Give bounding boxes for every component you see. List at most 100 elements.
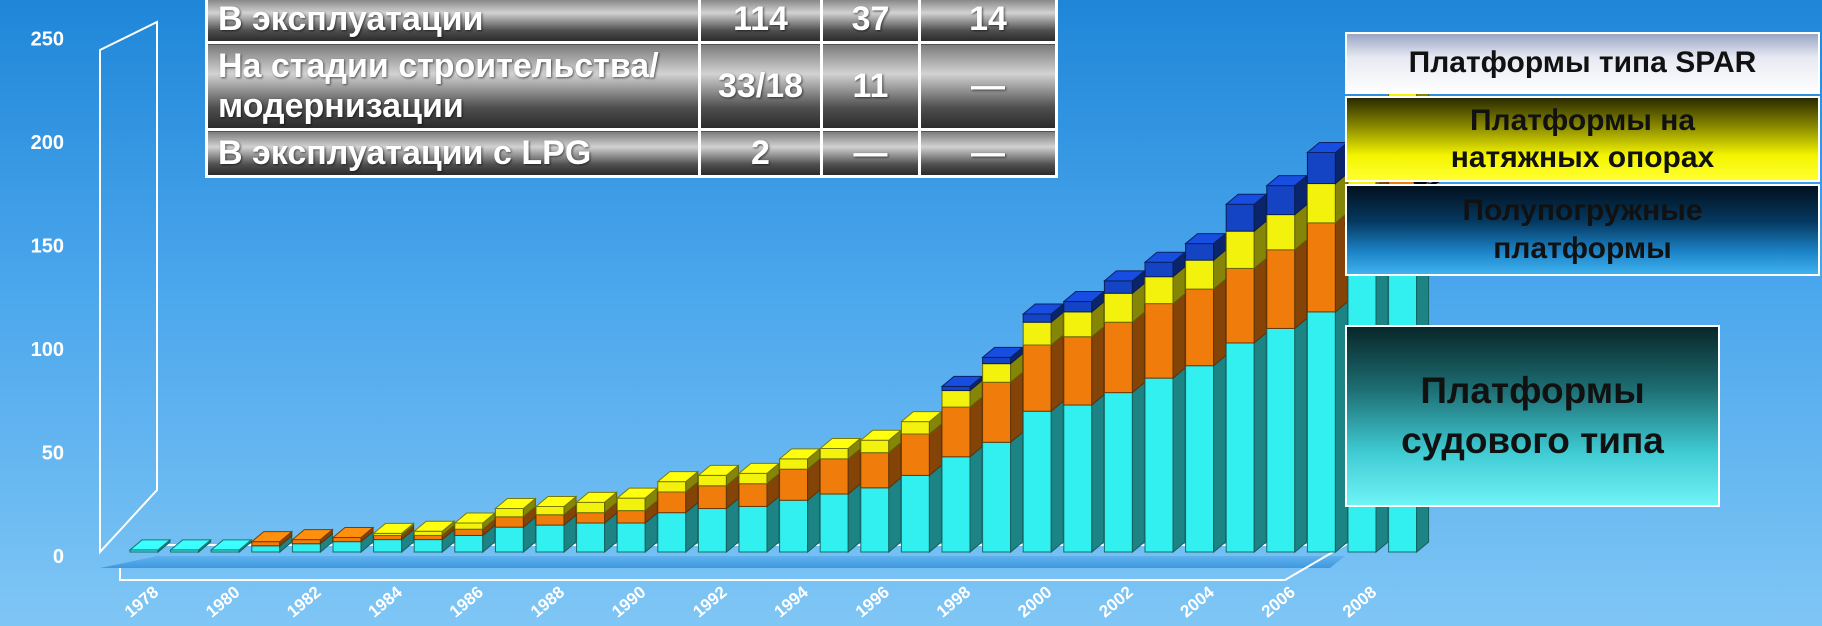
bar-side-0	[1213, 354, 1227, 554]
bar-segment-1	[1185, 288, 1215, 367]
bar-segment-0	[738, 505, 768, 553]
x-tick-label: 1984	[365, 582, 407, 621]
bar-stack-1993	[737, 462, 781, 554]
bar-stack-1983	[331, 526, 375, 554]
legend-label: Платформы на	[1469, 104, 1696, 137]
bar-stack-1986	[453, 511, 497, 554]
legend-item-tension-leg: Платформы на натяжных опорах	[1345, 96, 1820, 182]
y-tick-label: 200	[31, 132, 64, 154]
legend-label: платформы	[1493, 232, 1672, 265]
bar-top	[453, 512, 497, 524]
bar-stack-1987	[494, 497, 537, 554]
bar-segment-1	[779, 468, 809, 501]
bar-segment-2	[982, 363, 1012, 383]
bar-segment-0	[819, 493, 849, 553]
bar-segment-0	[982, 441, 1012, 553]
legend-label: Платформы	[1420, 370, 1645, 411]
bar-segment-1	[819, 458, 849, 495]
bar-segment-2	[535, 505, 565, 516]
bar-segment-2	[657, 481, 687, 493]
cell-value: 11	[820, 41, 921, 131]
cell-value: —	[820, 128, 921, 178]
bar-top	[1103, 270, 1146, 282]
bar-side-1	[1131, 311, 1145, 394]
bar-segment-1	[1103, 321, 1133, 394]
x-tick-label: 1980	[202, 582, 243, 621]
cell-value: 33/18	[698, 41, 823, 131]
bar-top	[900, 411, 943, 423]
bar-side-1	[1213, 278, 1227, 367]
bar-segment-0	[535, 524, 565, 553]
bar-segment-2	[779, 458, 809, 470]
bar-top	[940, 375, 984, 387]
bar-stack-2007	[1306, 141, 1349, 554]
bar-segment-3	[1144, 261, 1174, 278]
bar-segment-0	[1185, 365, 1215, 553]
bar-segment-2	[1306, 183, 1336, 224]
bar-segment-1	[454, 528, 484, 536]
bar-top	[656, 471, 700, 483]
x-tick-label: 1988	[527, 582, 568, 621]
bar-segment-1	[900, 433, 930, 476]
x-tick-label: 2002	[1095, 582, 1136, 621]
bar-segment-2	[1103, 292, 1133, 323]
bar-segment-1	[1306, 222, 1336, 313]
bar-stack-2002	[1103, 269, 1146, 554]
bar-segment-2	[454, 522, 484, 530]
bar-stack-1981	[250, 530, 294, 554]
bar-side-0	[1294, 317, 1308, 554]
bar-side-0	[969, 445, 983, 554]
table-row: На стадии строительства/ модернизации 33…	[205, 41, 1058, 131]
bar-segment-3	[982, 356, 1012, 365]
bar-side-1	[1050, 333, 1064, 413]
bar-top	[534, 495, 578, 507]
bar-side-0	[888, 476, 902, 554]
cell-value: 14	[918, 0, 1058, 44]
bar-stack-1994	[778, 447, 821, 554]
bar-segment-0	[941, 456, 971, 553]
bar-segment-0	[1266, 327, 1296, 553]
bar-top	[494, 498, 537, 510]
x-tick-label: 2000	[1014, 582, 1055, 621]
x-tick-label: 1994	[771, 582, 813, 621]
bar-segment-2	[941, 390, 971, 408]
bar-segment-1	[1266, 249, 1296, 329]
bar-segment-0	[657, 512, 687, 553]
bar-stack-2005	[1224, 193, 1268, 554]
bar-segment-2	[900, 421, 930, 435]
bar-segment-0	[1103, 392, 1133, 553]
chart-bars	[128, 39, 1430, 554]
bar-segment-1	[1022, 344, 1052, 412]
legend-label: судового типа	[1401, 420, 1664, 461]
bar-stack-2003	[1143, 251, 1187, 554]
bar-segment-1	[1063, 336, 1093, 406]
row-label: На стадии строительства/ модернизации	[205, 41, 701, 131]
bar-side-0	[1091, 393, 1105, 554]
bar-segment-1	[657, 491, 687, 514]
bar-segment-1	[535, 514, 565, 526]
bar-side-1	[1253, 257, 1267, 344]
bar-segment-0	[1144, 377, 1174, 553]
bar-stack-1984	[372, 522, 415, 554]
cell-value: —	[918, 41, 1058, 131]
bar-segment-2	[413, 530, 443, 536]
bar-segment-2	[1022, 321, 1052, 346]
bar-stack-1999	[981, 346, 1024, 554]
bar-segment-2	[1144, 276, 1174, 305]
bar-segment-0	[1225, 342, 1255, 553]
bar-side-1	[1010, 371, 1024, 444]
y-tick-label: 50	[42, 443, 64, 465]
x-tick-label: 1996	[852, 582, 893, 621]
bar-segment-1	[494, 516, 524, 528]
cell-value: —	[918, 128, 1058, 178]
bar-segment-1	[251, 541, 281, 547]
bar-segment-0	[1306, 311, 1336, 553]
bar-segment-0	[616, 522, 646, 553]
bar-segment-2	[1063, 311, 1093, 338]
bar-stack-2006	[1265, 174, 1309, 554]
bar-top	[1062, 291, 1106, 303]
bar-segment-1	[291, 539, 321, 545]
bar-segment-0	[779, 499, 809, 553]
x-tick-label: 1986	[446, 582, 487, 621]
bar-stack-1979	[169, 538, 212, 554]
